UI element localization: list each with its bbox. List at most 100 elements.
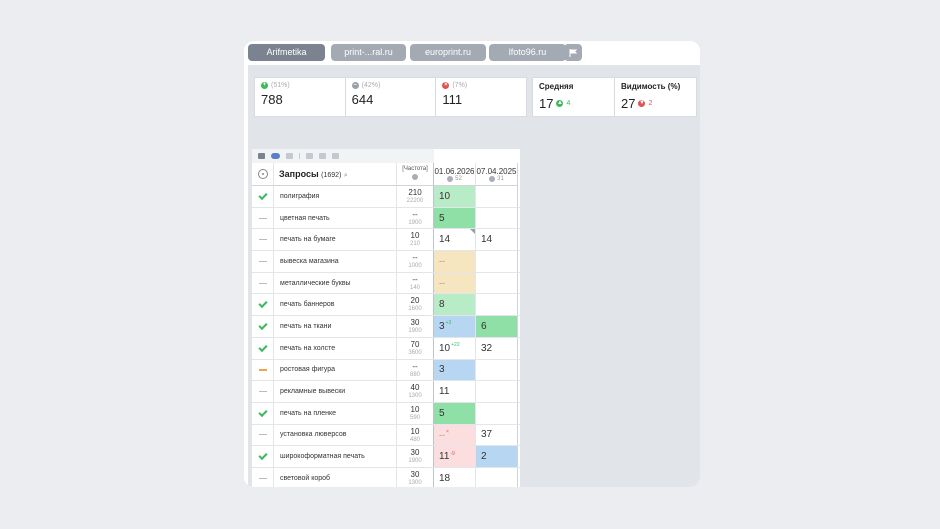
search-icon[interactable]: ⌕: [343, 172, 348, 179]
table-row[interactable]: цветная печать -- 1900 5: [252, 207, 520, 230]
project-panel: Arifmetika print-...ral.ru europrint.ru …: [244, 41, 700, 487]
keyword[interactable]: цветная печать: [274, 207, 397, 229]
keyword[interactable]: печать на пленке: [274, 402, 397, 424]
keyword[interactable]: печать на ткани: [274, 316, 397, 337]
position-date-1[interactable]: 18: [434, 467, 476, 487]
position-date-1[interactable]: 10: [434, 186, 476, 207]
table-row[interactable]: установка люверсов 10 480 -- × 37: [252, 424, 520, 447]
frequency-exact: --: [412, 253, 418, 263]
table-row[interactable]: рекламные вывески 40 1300 11: [252, 381, 520, 403]
stat-top[interactable]: + (51%) 788: [255, 78, 346, 116]
select-column-header[interactable]: [252, 163, 274, 186]
keyword[interactable]: печать на бумаге: [274, 229, 397, 251]
table-row[interactable]: полиграфия 210 22200 10: [252, 186, 520, 208]
table-row[interactable]: печать на холсте 70 3600 10 +22 32: [252, 337, 520, 360]
keyword[interactable]: печать на холсте: [274, 337, 397, 359]
position-date-2[interactable]: [476, 402, 518, 424]
row-status[interactable]: [252, 229, 274, 251]
position-date-1[interactable]: 14: [434, 229, 476, 251]
row-status[interactable]: [252, 402, 274, 424]
row-status[interactable]: [252, 272, 274, 294]
position-date-2[interactable]: 14: [476, 229, 518, 251]
stat-out[interactable]: × (7%) 111: [436, 78, 526, 116]
position-date-2[interactable]: [476, 381, 518, 402]
keyword[interactable]: вывеска магазина: [274, 251, 397, 272]
tab-europrint[interactable]: europrint.ru: [410, 44, 486, 61]
toggle-icon[interactable]: [271, 153, 280, 159]
keyword[interactable]: широкоформатная печать: [274, 446, 397, 467]
position-date-1[interactable]: 5: [434, 207, 476, 229]
table-toolbar: [252, 149, 434, 163]
row-status[interactable]: [252, 467, 274, 487]
keyword[interactable]: световой короб: [274, 467, 397, 487]
link-icon[interactable]: [286, 153, 293, 159]
frequency-base: 1600: [408, 306, 422, 313]
tab-arifmetika[interactable]: Arifmetika: [248, 44, 325, 61]
table-row[interactable]: печать на ткани 30 1900 3 +3 6: [252, 316, 520, 338]
average-delta: 4: [566, 100, 571, 107]
position-date-1[interactable]: --: [434, 272, 476, 294]
position-date-2[interactable]: [476, 272, 518, 294]
position-value: 5: [439, 212, 445, 224]
keyword[interactable]: полиграфия: [274, 186, 397, 207]
contrast-icon[interactable]: [319, 153, 326, 159]
row-status[interactable]: [252, 446, 274, 467]
position-date-1[interactable]: 8: [434, 294, 476, 316]
position-date-1[interactable]: 5: [434, 402, 476, 424]
row-status[interactable]: [252, 251, 274, 272]
row-status[interactable]: [252, 337, 274, 359]
keyword[interactable]: установка люверсов: [274, 424, 397, 446]
position-date-2[interactable]: [476, 294, 518, 316]
row-status[interactable]: [252, 207, 274, 229]
sort-icon[interactable]: [258, 153, 265, 159]
position-date-2[interactable]: [476, 467, 518, 487]
position-date-2[interactable]: 6: [476, 316, 518, 337]
position-date-1[interactable]: 3 +3: [434, 316, 476, 337]
position-date-1[interactable]: 10 +22: [434, 337, 476, 359]
table-row[interactable]: печать баннеров 20 1600 8: [252, 294, 520, 317]
table-row[interactable]: металлические буквы -- 140 --: [252, 272, 520, 295]
stat-mid[interactable]: – (42%) 644: [346, 78, 437, 116]
flag-button[interactable]: [564, 44, 582, 61]
keyword[interactable]: печать баннеров: [274, 294, 397, 316]
position-date-1[interactable]: 3: [434, 359, 476, 381]
tab-lfoto96[interactable]: lfoto96.ru: [489, 44, 566, 61]
frequency-column-header[interactable]: [Частота]: [397, 163, 434, 186]
position-date-1[interactable]: -- ×: [434, 424, 476, 446]
table-row[interactable]: широкоформатная печать 30 1900 11 -9 2: [252, 446, 520, 468]
keyword[interactable]: металлические буквы: [274, 272, 397, 294]
row-status[interactable]: [252, 316, 274, 337]
position-date-2[interactable]: 2: [476, 446, 518, 467]
table-row[interactable]: печать на бумаге 10 210 14 14: [252, 229, 520, 252]
frequency: 40 1300: [397, 381, 434, 402]
position-date-1[interactable]: --: [434, 251, 476, 272]
position-date-1[interactable]: 11: [434, 381, 476, 402]
table-row[interactable]: печать на пленке 10 590 5: [252, 402, 520, 425]
row-status[interactable]: [252, 424, 274, 446]
row-status[interactable]: [252, 186, 274, 207]
position-date-1[interactable]: 11 -9: [434, 446, 476, 467]
table-row[interactable]: ростовая фигура -- 880 3: [252, 359, 520, 382]
dash-icon: [258, 477, 267, 479]
frequency-base: 880: [409, 371, 420, 378]
position-date-2[interactable]: [476, 251, 518, 272]
keyword[interactable]: рекламные вывески: [274, 381, 397, 402]
keywords-column-header[interactable]: Запросы (1692) ⌕: [274, 163, 397, 186]
row-status[interactable]: [252, 294, 274, 316]
date-column-header-1[interactable]: 01.06.2026 52: [434, 163, 476, 186]
position-date-2[interactable]: 37: [476, 424, 518, 446]
row-status[interactable]: [252, 359, 274, 381]
position-date-2[interactable]: [476, 359, 518, 381]
position-date-2[interactable]: [476, 186, 518, 207]
table-row[interactable]: световой короб 30 1300 18: [252, 467, 520, 487]
position-date-2[interactable]: [476, 207, 518, 229]
tab-print-ral[interactable]: print-...ral.ru: [331, 44, 406, 61]
keyword[interactable]: ростовая фигура: [274, 359, 397, 381]
calculator-icon[interactable]: [306, 153, 313, 159]
date-column-header-2[interactable]: 07.04.2025 31: [476, 163, 518, 186]
folder-icon[interactable]: [332, 153, 339, 159]
table-row[interactable]: вывеска магазина -- 1000 --: [252, 251, 520, 273]
target-icon: [257, 169, 268, 179]
position-date-2[interactable]: 32: [476, 337, 518, 359]
row-status[interactable]: [252, 381, 274, 402]
